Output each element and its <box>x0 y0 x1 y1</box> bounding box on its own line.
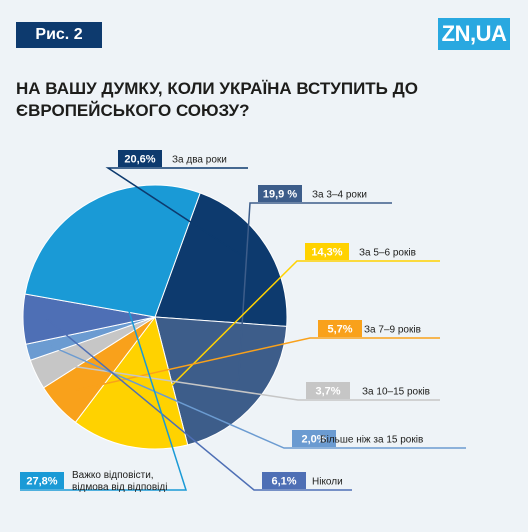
category-label-7: Ніколи <box>312 477 343 488</box>
category-label-4: За 7–9 років <box>364 325 421 336</box>
value-label-8: 27,8% <box>26 476 57 488</box>
chart-title: На вашу думку, коли Україна вступить до … <box>16 78 486 122</box>
value-box-5 <box>306 382 350 399</box>
value-box-8 <box>20 472 64 489</box>
leader-line-3 <box>133 260 440 424</box>
value-box-1 <box>118 150 162 167</box>
value-box-7 <box>262 472 306 489</box>
figure-label: Рис. 2 <box>16 22 102 48</box>
value-box-2 <box>258 185 302 202</box>
value-box-4 <box>318 320 362 337</box>
category-label-1: За два роки <box>172 155 227 166</box>
value-label-5: 3,7% <box>315 386 340 398</box>
value-label-6: 2,0% <box>301 434 326 446</box>
value-label-2: 19,9 % <box>263 189 297 201</box>
leader-line-4 <box>75 337 440 392</box>
value-label-7: 6,1% <box>271 476 296 488</box>
value-label-4: 5,7% <box>327 324 352 336</box>
leader-line-6 <box>50 345 466 449</box>
value-box-6 <box>292 430 336 447</box>
category-label-2: За 3–4 роки <box>312 190 367 201</box>
value-box-3 <box>305 243 349 260</box>
value-label-1: 20,6% <box>124 154 155 166</box>
chart-title-line-1: На вашу думку, коли Україна вступить до <box>16 79 418 98</box>
pie-slice-3 <box>74 315 189 450</box>
value-label-3: 14,3% <box>311 247 342 259</box>
category-label-5: За 10–15 років <box>362 387 430 398</box>
category-label-3: За 5–6 років <box>359 248 416 259</box>
leader-line-1 <box>105 167 248 259</box>
leader-line-2 <box>237 202 392 387</box>
leader-lines <box>20 167 466 491</box>
leader-line-7 <box>46 318 352 491</box>
chart-title-line-2: Європейського союзу? <box>16 101 250 120</box>
pie-slice-8 <box>24 184 201 318</box>
leader-line-5 <box>57 363 440 401</box>
zn-ua-logo: ZN,UA <box>438 18 510 50</box>
slice-labels: 20,6% За два роки 19,9 % За 3–4 роки 14,3% За… <box>20 150 430 493</box>
category-label-6: Більше ніж за 15 років <box>320 435 423 446</box>
pie-slice-2 <box>154 316 288 446</box>
leader-line-8 <box>20 223 188 491</box>
category-label-8: Важко відповісти, відмова від відповіді <box>72 470 167 493</box>
pie-slices <box>22 184 288 450</box>
pie-slice-1 <box>154 192 288 327</box>
